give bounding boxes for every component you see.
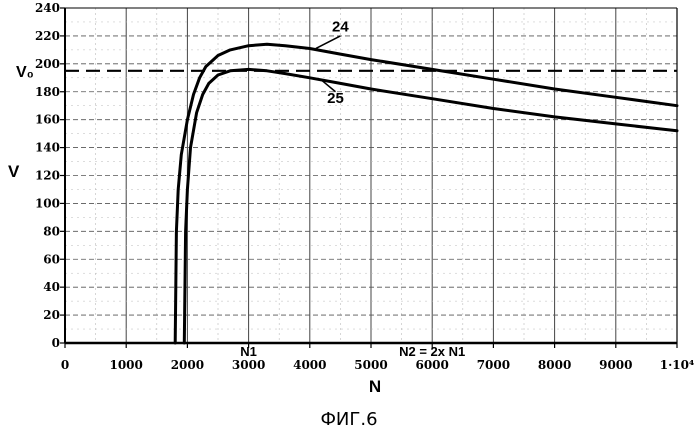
y-tick-label: 120 xyxy=(35,169,60,183)
x-tick-label: 1·10⁴ xyxy=(660,358,694,372)
x-tick-label: 9000 xyxy=(599,358,632,372)
y-tick-label: 180 xyxy=(35,85,60,99)
y-tick-label: 200 xyxy=(35,57,60,71)
y-tick-label: 240 xyxy=(35,1,60,15)
y-tick-label: 220 xyxy=(35,29,60,43)
reference-line-label: V₀ xyxy=(16,64,34,81)
x-annotation: N1 xyxy=(240,344,257,359)
x-axis-label: N xyxy=(369,377,381,396)
y-tick-label: 80 xyxy=(43,224,60,238)
x-tick-label: 6000 xyxy=(415,358,448,372)
curve-annotation-24: 24 xyxy=(332,19,349,36)
x-tick-label: 4000 xyxy=(293,358,326,372)
y-axis-label: V xyxy=(8,162,20,181)
x-annotation: N2 = 2x N1 xyxy=(399,344,465,359)
x-tick-label: 7000 xyxy=(477,358,510,372)
x-tick-label: 3000 xyxy=(232,358,265,372)
curve-annotation-25: 25 xyxy=(327,90,344,107)
y-tick-label: 40 xyxy=(43,280,60,294)
x-tick-label: 5000 xyxy=(354,358,387,372)
x-tick-label: 0 xyxy=(61,358,69,372)
y-tick-label: 60 xyxy=(43,252,60,266)
x-tick-label: 1000 xyxy=(109,358,142,372)
chart: 01000200030004000500060007000800090001·1… xyxy=(0,0,698,434)
figure-caption: ФИГ.6 xyxy=(320,409,377,430)
y-tick-label: 0 xyxy=(52,336,60,350)
x-tick-label: 8000 xyxy=(538,358,571,372)
y-tick-label: 160 xyxy=(35,113,60,127)
x-tick-label: 2000 xyxy=(171,358,204,372)
y-tick-label: 20 xyxy=(43,308,60,322)
y-tick-label: 140 xyxy=(35,141,60,155)
y-tick-label: 100 xyxy=(35,196,60,210)
